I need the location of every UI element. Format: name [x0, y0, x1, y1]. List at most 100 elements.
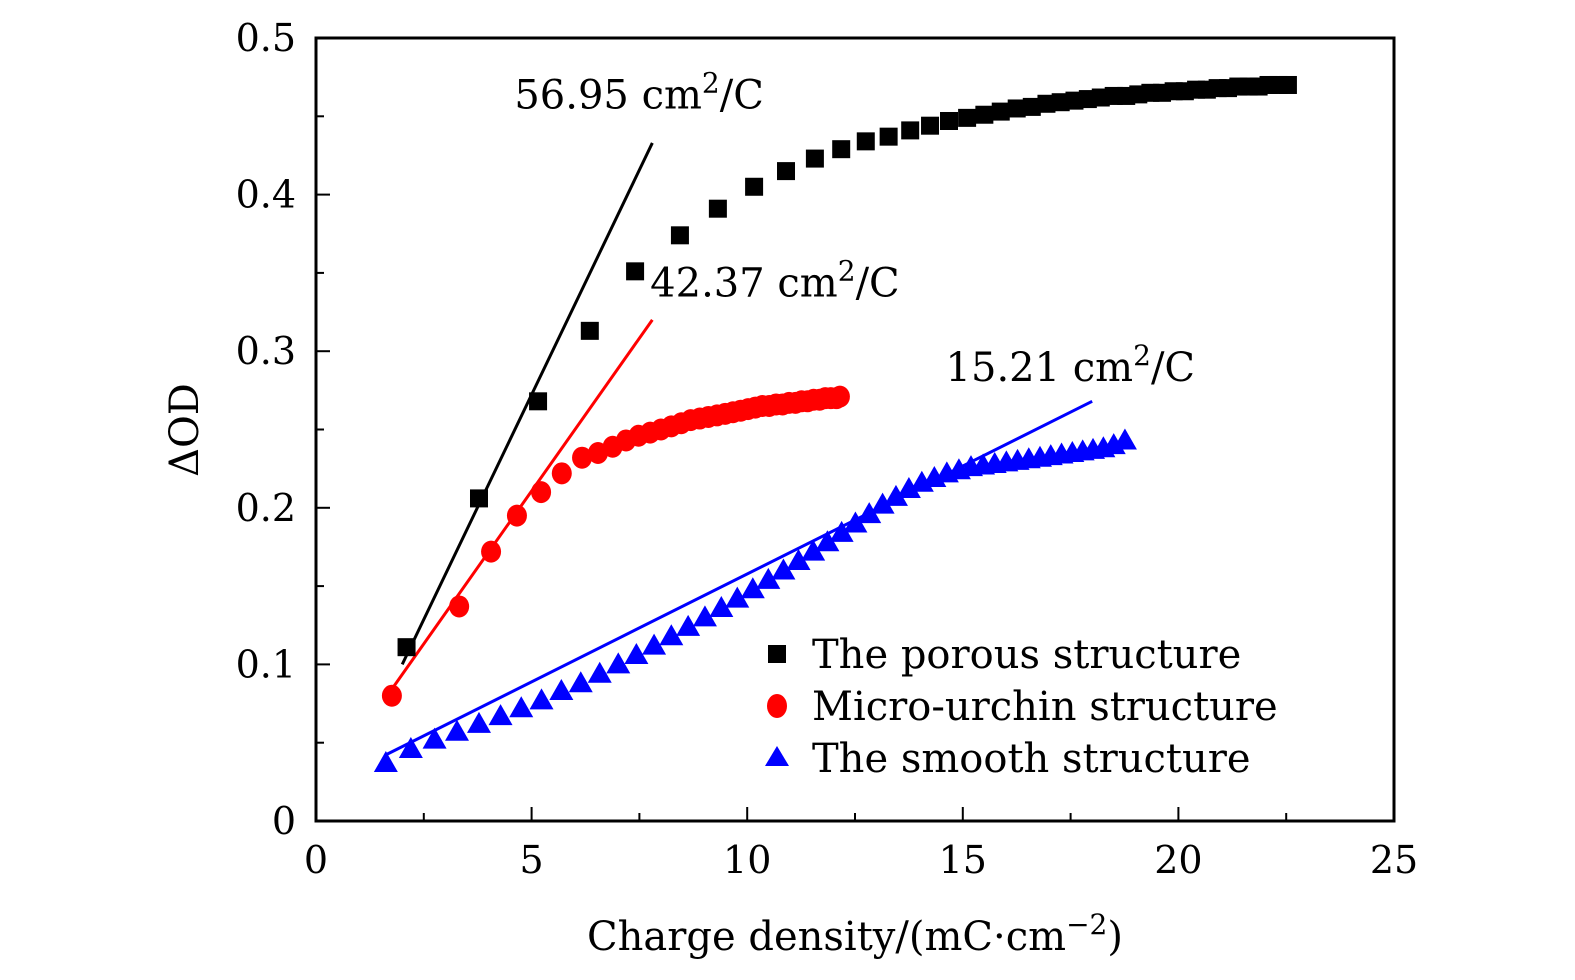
data-point-triangle: [373, 751, 398, 773]
x-tick-label: 5: [520, 838, 544, 882]
data-markers: [373, 75, 1297, 773]
x-tick-label: 10: [723, 838, 771, 882]
data-point-triangle: [801, 539, 826, 561]
data-point-square: [975, 105, 994, 124]
data-point-circle: [829, 385, 850, 408]
data-point-triangle: [857, 502, 882, 524]
data-point-square: [958, 108, 977, 127]
series-0: [397, 75, 1297, 657]
y-axis-title: ΔOD: [162, 383, 208, 477]
data-point-triangle: [587, 661, 612, 683]
slope-label-0: 56.95 cm2/C: [514, 66, 763, 118]
data-point-triangle: [815, 530, 840, 552]
data-point-circle: [381, 684, 402, 707]
x-tick-label: 20: [1154, 838, 1202, 882]
data-point-triangle: [725, 586, 750, 608]
data-point-square: [805, 149, 824, 168]
data-point-square: [626, 262, 645, 281]
y-tick-label: 0.5: [236, 16, 296, 60]
data-point-square: [1051, 93, 1070, 112]
data-point-triangle: [529, 688, 554, 710]
series-1: [381, 385, 850, 707]
data-point-triangle: [1112, 428, 1137, 450]
slope-value: 56.95 cm: [514, 72, 702, 118]
data-point-square: [1037, 94, 1056, 113]
x-tick-label: 15: [939, 838, 987, 882]
data-point-square: [940, 111, 959, 130]
slope-annotations: 56.95 cm2/C42.37 cm2/C15.21 cm2/C: [514, 66, 1195, 390]
slope-label-1: 42.37 cm2/C: [650, 254, 899, 306]
series-2: [373, 428, 1137, 773]
data-point-triangle: [466, 711, 491, 733]
y-tick-label: 0.2: [236, 486, 296, 530]
data-point-triangle: [771, 558, 796, 580]
data-point-square: [580, 321, 599, 340]
data-point-triangle: [883, 484, 908, 506]
x-tick-label: 25: [1370, 838, 1418, 882]
data-point-triangle: [488, 704, 513, 726]
data-point-square: [469, 489, 488, 508]
data-point-square: [921, 116, 940, 135]
data-point-triangle: [606, 652, 631, 674]
data-point-triangle: [786, 549, 811, 571]
data-point-triangle: [659, 624, 684, 646]
data-point-triangle: [509, 696, 534, 718]
y-tick-label: 0.4: [236, 173, 296, 217]
data-point-triangle: [568, 671, 593, 693]
data-point-triangle: [870, 492, 895, 514]
legend-marker-porous: [768, 645, 786, 663]
slope-unit-tail: /C: [856, 260, 900, 306]
legend-marker-urchin: [767, 694, 787, 718]
data-point-triangle: [896, 477, 921, 499]
data-point-square: [529, 392, 548, 411]
data-point-square: [670, 226, 689, 245]
data-point-square: [991, 102, 1010, 121]
data-point-triangle: [740, 577, 765, 599]
legend-label-porous: The porous structure: [812, 632, 1241, 678]
legend-label-smooth: The smooth structure: [812, 736, 1251, 782]
data-point-triangle: [676, 614, 701, 636]
axis-ticks: 0 5 10 15 20 25 0 0.1 0.2 0.3 0.4 0.5: [236, 16, 1419, 882]
data-point-square: [1022, 97, 1041, 116]
slope-unit-superscript: 2: [702, 66, 720, 99]
slope-unit-superscript: 2: [838, 254, 856, 287]
x-axis-title-superscript: −2: [1066, 908, 1107, 941]
data-point-square: [901, 121, 920, 140]
data-point-square: [1007, 99, 1026, 118]
y-tick-label: 0.1: [236, 642, 296, 686]
data-point-square: [708, 199, 727, 218]
data-point-square: [1278, 75, 1297, 94]
data-point-square: [856, 132, 875, 151]
x-axis-title-close: ): [1107, 914, 1123, 960]
slope-unit-superscript: 2: [1133, 339, 1151, 372]
slope-value: 15.21 cm: [946, 345, 1134, 391]
fit-line-0: [400, 142, 654, 666]
data-point-circle: [551, 462, 572, 485]
legend: The porous structure Micro-urchin struct…: [765, 632, 1278, 782]
slope-value: 42.37 cm: [650, 260, 838, 306]
data-point-triangle: [843, 511, 868, 533]
y-tick-label: 0.3: [236, 329, 296, 373]
data-point-triangle: [549, 679, 574, 701]
data-point-triangle: [709, 596, 734, 618]
legend-label-urchin: Micro-urchin structure: [812, 684, 1278, 730]
data-point-triangle: [756, 567, 781, 589]
data-point-square: [832, 140, 851, 159]
legend-marker-smooth: [765, 746, 789, 766]
slope-label-2: 15.21 cm2/C: [946, 339, 1195, 391]
slope-unit-tail: /C: [1151, 345, 1195, 391]
data-point-square: [397, 638, 416, 657]
data-point-circle: [572, 446, 593, 469]
x-axis-title-main: Charge density/(mC·cm: [587, 914, 1066, 960]
data-point-triangle: [398, 736, 423, 758]
data-point-circle: [449, 595, 470, 618]
x-tick-label: 0: [304, 838, 328, 882]
data-point-square: [777, 162, 796, 181]
x-axis-title: Charge density/(mC·cm−2): [587, 908, 1123, 960]
data-point-circle: [506, 504, 527, 527]
data-point-square: [745, 177, 764, 196]
data-point-triangle: [642, 633, 667, 655]
data-point-triangle: [445, 719, 470, 741]
data-point-triangle: [422, 727, 447, 749]
